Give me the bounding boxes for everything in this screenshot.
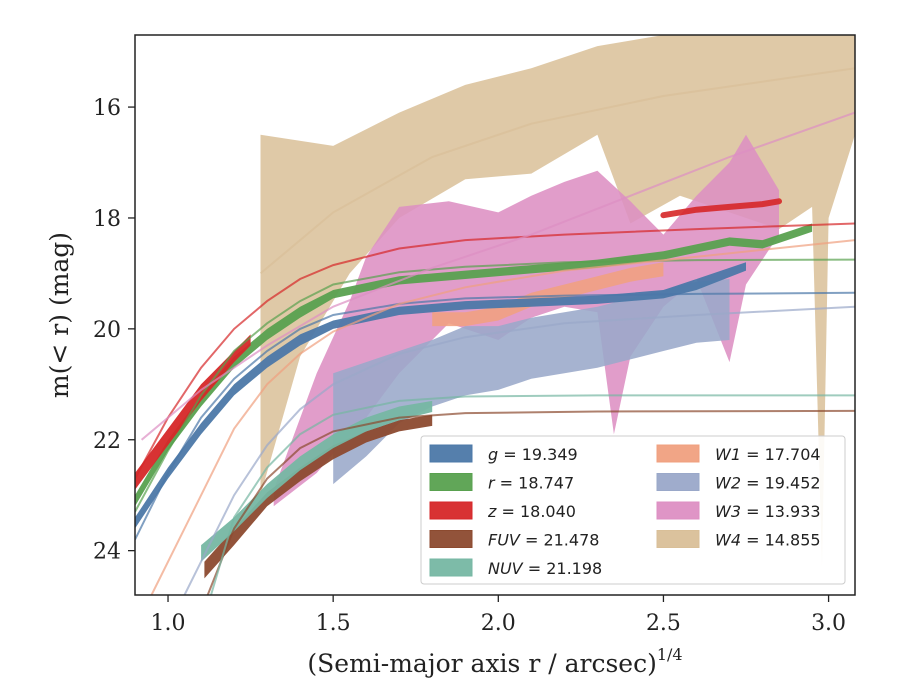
x-axis-label: (Semi-major axis r / arcsec)1/4	[307, 645, 682, 678]
legend-band-value: = 21.478	[520, 531, 600, 550]
legend-swatch-z	[429, 501, 473, 520]
plot-frame	[134, 34, 856, 596]
trace-z	[660, 198, 782, 219]
legend-band-value: = 18.040	[496, 502, 576, 521]
y-tick-label: 22	[93, 429, 121, 454]
model-curve-r	[135, 258, 855, 513]
legend-band-value: = 19.349	[498, 445, 578, 464]
x-tick-label: 3.0	[811, 611, 846, 636]
y-tick-label: 24	[93, 540, 121, 565]
legend-swatch-W1	[656, 444, 700, 463]
legend-box	[420, 435, 846, 585]
y-tick-label: 20	[93, 318, 121, 343]
x-tick-label: 2.5	[646, 611, 681, 636]
x-axis-ticks: 1.0 1.5 2.0 2.5 3.0	[151, 595, 846, 636]
legend-band-name: FUV	[488, 531, 521, 550]
legend-band-name: W1	[715, 445, 741, 464]
legend-swatch-W4	[656, 530, 700, 548]
legend-label-g: g = 19.349	[488, 445, 578, 464]
legend-band-name: W3	[715, 502, 741, 521]
legend-swatch-NUV	[429, 558, 473, 577]
legend-label-W3: W3 = 13.933	[715, 502, 821, 521]
legend-label-r: r = 18.747	[488, 474, 574, 493]
model-curve-FUV	[206, 409, 855, 595]
legend-swatch-r	[429, 473, 473, 491]
legend-band-value: = 14.855	[741, 531, 821, 550]
x-tick-label: 2.0	[481, 611, 516, 636]
legend-label-W1: W1 = 17.704	[715, 445, 821, 464]
legend-label-FUV: FUV = 21.478	[488, 531, 599, 550]
legend-band-name: W4	[715, 531, 741, 550]
model-curve-W1	[150, 239, 855, 595]
legend-swatch-W2	[656, 473, 700, 491]
band-W1	[432, 262, 664, 327]
band-W4	[260, 35, 855, 568]
model-curve-z	[135, 222, 855, 480]
band-z	[135, 334, 251, 490]
legend-swatch-g	[429, 444, 473, 463]
model-curve-NUV	[210, 394, 855, 595]
legend-band-name: g	[488, 445, 498, 464]
legend-band-value: = 21.198	[523, 559, 603, 578]
model-curve-W4	[259, 67, 855, 275]
legend-band-value: = 13.933	[741, 502, 821, 521]
legend-swatch-FUV	[429, 530, 473, 548]
legend-band-name: r	[488, 474, 496, 493]
band-g	[135, 262, 746, 529]
x-tick-label: 1.0	[151, 611, 186, 636]
y-tick-label: 16	[93, 96, 121, 121]
legend-label-z: z = 18.040	[487, 502, 576, 521]
legend-band-name: NUV	[488, 559, 524, 578]
model-curve-W2	[183, 305, 855, 595]
x-axis-label-text: (Semi-major axis r / arcsec)	[307, 649, 656, 678]
legend-label-W2: W2 = 19.452	[715, 474, 821, 493]
y-axis-label: m(< r) (mag)	[45, 232, 74, 398]
model-curve-g	[135, 291, 855, 541]
legend-band-value: = 18.747	[495, 474, 575, 493]
x-tick-label: 1.5	[316, 611, 351, 636]
legend-band-name: W2	[715, 474, 741, 493]
band-W2	[333, 279, 730, 485]
x-axis-label-power: 1/4	[657, 645, 683, 664]
legend-band-value: = 17.704	[741, 445, 821, 464]
y-axis-ticks: 16 18 20 22 24	[93, 96, 135, 565]
legend-band-value: = 19.452	[741, 474, 821, 493]
legend-swatch-W3	[656, 501, 700, 520]
y-tick-label: 18	[93, 207, 121, 232]
legend-label-W4: W4 = 14.855	[715, 531, 821, 550]
legend-label-NUV: NUV = 21.198	[488, 559, 602, 578]
model-curves	[135, 67, 855, 595]
model-curve-W3	[140, 111, 855, 441]
legend-band-name: z	[487, 502, 497, 521]
